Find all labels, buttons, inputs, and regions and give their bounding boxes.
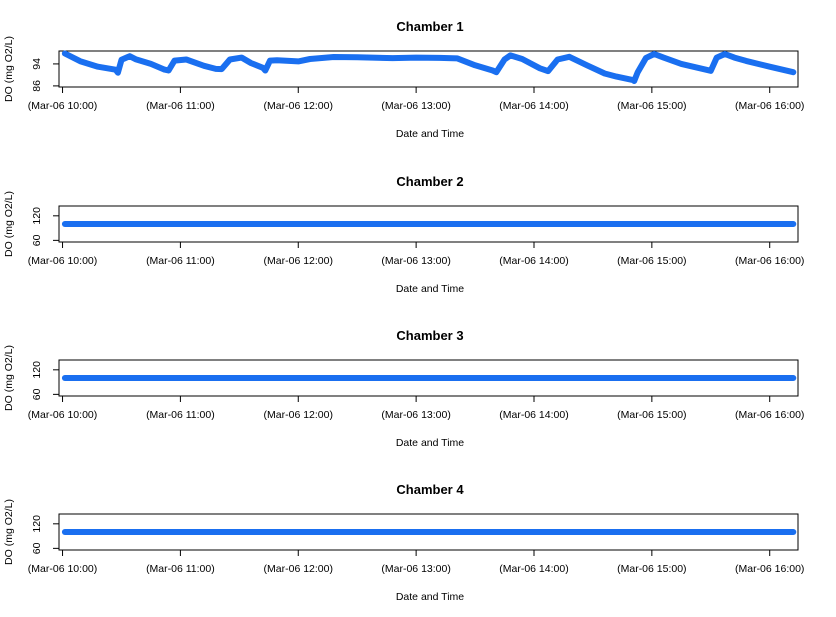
x-tick-label: (Mar-06 11:00) bbox=[146, 409, 215, 421]
x-tick-label: (Mar-06 16:00) bbox=[735, 100, 804, 112]
chart-title: Chamber 1 bbox=[396, 19, 463, 34]
x-tick-label: (Mar-06 14:00) bbox=[499, 100, 568, 112]
x-tick-label: (Mar-06 11:00) bbox=[146, 255, 215, 267]
x-axis-label: Date and Time bbox=[396, 128, 464, 140]
x-tick-label: (Mar-06 12:00) bbox=[264, 563, 333, 575]
x-tick-label: (Mar-06 15:00) bbox=[617, 255, 686, 267]
x-tick-label: (Mar-06 16:00) bbox=[735, 563, 804, 575]
plot-frame bbox=[58, 513, 799, 551]
x-tick-label: (Mar-06 12:00) bbox=[264, 255, 333, 267]
chart-title: Chamber 3 bbox=[396, 328, 463, 343]
x-tick-label: (Mar-06 13:00) bbox=[381, 409, 450, 421]
x-tick-label: (Mar-06 13:00) bbox=[381, 563, 450, 575]
chart-panel-4: Chamber 4 (Mar-06 10:00) (Mar-06 11:00) (Ma… bbox=[3, 482, 804, 603]
y-tick-label: 94 bbox=[31, 58, 43, 70]
y-tick-label: 60 bbox=[31, 234, 43, 246]
y-tick-label: 60 bbox=[31, 388, 43, 400]
y-tick-label: 86 bbox=[31, 80, 43, 92]
y-axis-label: DO (mg O2/L) bbox=[3, 499, 15, 565]
x-tick-label: (Mar-06 10:00) bbox=[28, 100, 97, 112]
plot-frame bbox=[58, 205, 799, 243]
x-axis-label: Date and Time bbox=[396, 591, 464, 603]
x-tick-label: (Mar-06 14:00) bbox=[499, 255, 568, 267]
x-tick-label: (Mar-06 16:00) bbox=[735, 409, 804, 421]
y-axis-label: DO (mg O2/L) bbox=[3, 345, 15, 411]
chart-panel-3: Chamber 3 (Mar-06 10:00) (Mar-06 11:00) (Ma… bbox=[3, 328, 804, 449]
x-tick-label: (Mar-06 11:00) bbox=[146, 563, 215, 575]
x-tick-label: (Mar-06 14:00) bbox=[499, 409, 568, 421]
plot-frame bbox=[58, 50, 799, 88]
x-tick-label: (Mar-06 15:00) bbox=[617, 100, 686, 112]
x-tick-label: (Mar-06 10:00) bbox=[28, 255, 97, 267]
y-axis-label: DO (mg O2/L) bbox=[3, 36, 15, 102]
y-tick-label: 120 bbox=[31, 361, 43, 379]
x-axis-label: Date and Time bbox=[396, 283, 464, 295]
x-tick-label: (Mar-06 13:00) bbox=[381, 255, 450, 267]
y-tick-label: 120 bbox=[31, 207, 43, 225]
x-tick-label: (Mar-06 10:00) bbox=[28, 563, 97, 575]
chart-title: Chamber 2 bbox=[396, 174, 463, 189]
x-tick-label: (Mar-06 10:00) bbox=[28, 409, 97, 421]
series-line bbox=[61, 50, 797, 84]
x-tick-label: (Mar-06 12:00) bbox=[264, 409, 333, 421]
y-tick-label: 120 bbox=[31, 515, 43, 533]
x-tick-label: (Mar-06 13:00) bbox=[381, 100, 450, 112]
x-tick-label: (Mar-06 15:00) bbox=[617, 563, 686, 575]
x-tick-label: (Mar-06 11:00) bbox=[146, 100, 215, 112]
y-tick-label: 60 bbox=[31, 542, 43, 554]
chart-title: Chamber 4 bbox=[396, 482, 464, 497]
chart-panel-2: Chamber 2 (Mar-06 10:00) (Mar-06 11:00) (Ma… bbox=[3, 174, 804, 295]
x-tick-label: (Mar-06 14:00) bbox=[499, 563, 568, 575]
x-tick-label: (Mar-06 12:00) bbox=[264, 100, 333, 112]
x-tick-label: (Mar-06 16:00) bbox=[735, 255, 804, 267]
x-tick-label: (Mar-06 15:00) bbox=[617, 409, 686, 421]
plot-frame bbox=[58, 359, 799, 397]
chart-panel-1: Chamber 1 (Mar-06 10:00) (Mar-06 11:00) (Ma… bbox=[3, 19, 804, 140]
x-axis-label: Date and Time bbox=[396, 437, 464, 449]
y-axis-label: DO (mg O2/L) bbox=[3, 191, 15, 257]
